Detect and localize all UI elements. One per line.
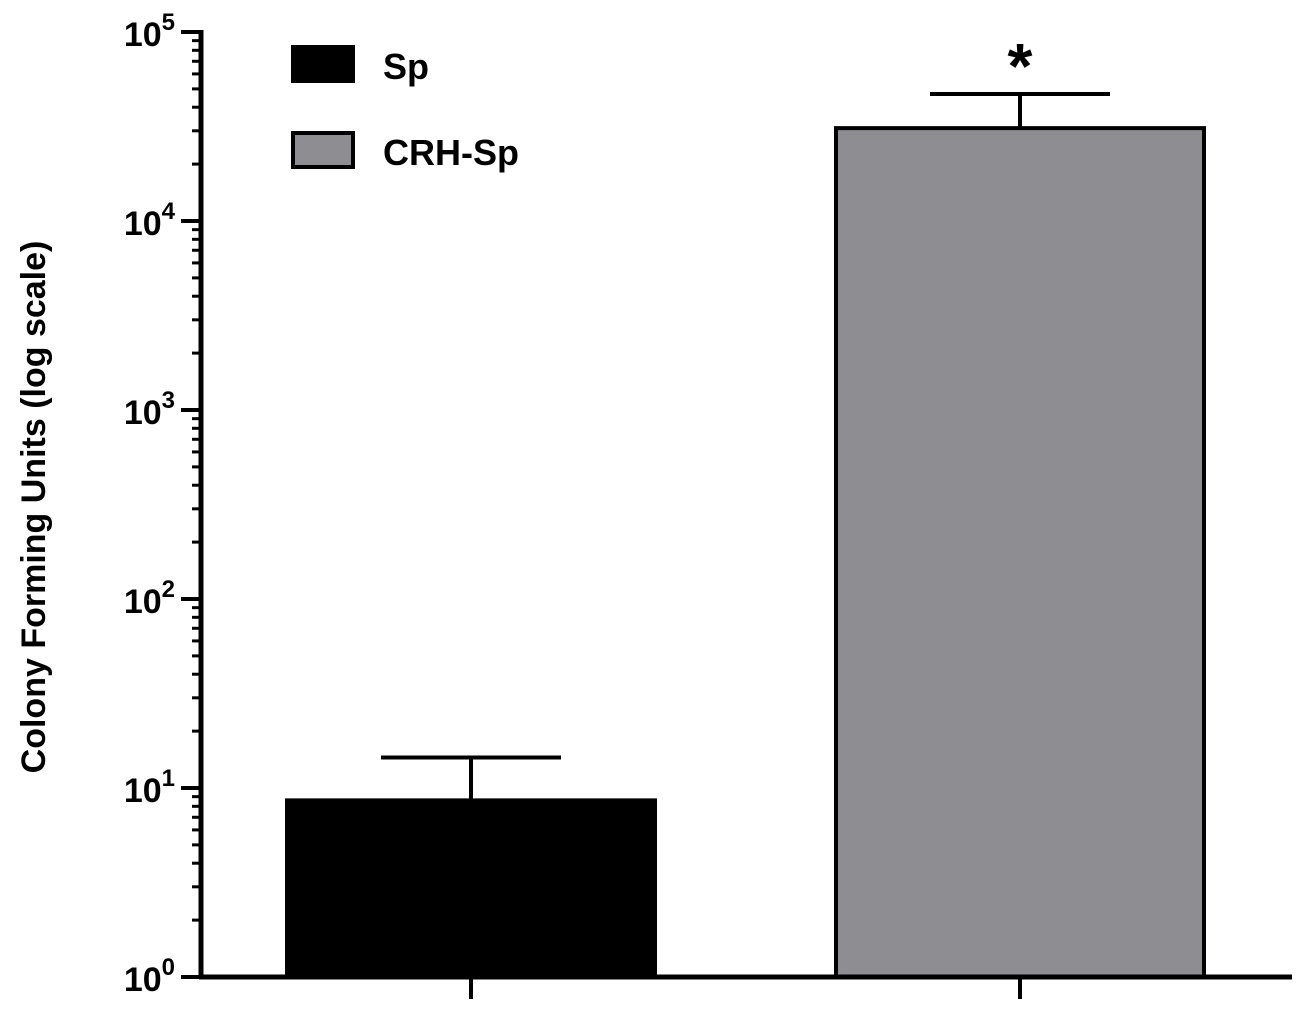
y-tick-label: 101 (124, 765, 175, 810)
error-bars-layer (381, 91, 1110, 801)
significance-marker: * (1008, 30, 1033, 102)
legend-label-crh-sp: CRH-Sp (383, 132, 519, 173)
bar-sp (285, 798, 657, 980)
y-axis-label: Colony Forming Units (log scale) (15, 241, 53, 774)
legend-label-sp: Sp (383, 46, 429, 87)
legend-swatch-sp (291, 45, 355, 83)
legend: Sp CRH-Sp (291, 45, 519, 173)
y-axis: 100 101 102 103 104 105 (124, 9, 204, 999)
y-tick-label: 105 (124, 9, 175, 54)
bars-layer (285, 126, 1206, 980)
x-axis (199, 974, 1292, 999)
annotations-layer: * (1008, 30, 1033, 102)
y-tick-label: 103 (124, 387, 175, 432)
y-tick-label: 104 (124, 198, 176, 243)
bar-crh-sp (834, 126, 1206, 980)
y-tick-label: 100 (124, 954, 175, 999)
y-tick-label: 102 (124, 576, 175, 621)
legend-swatch-crh-sp (291, 131, 355, 169)
